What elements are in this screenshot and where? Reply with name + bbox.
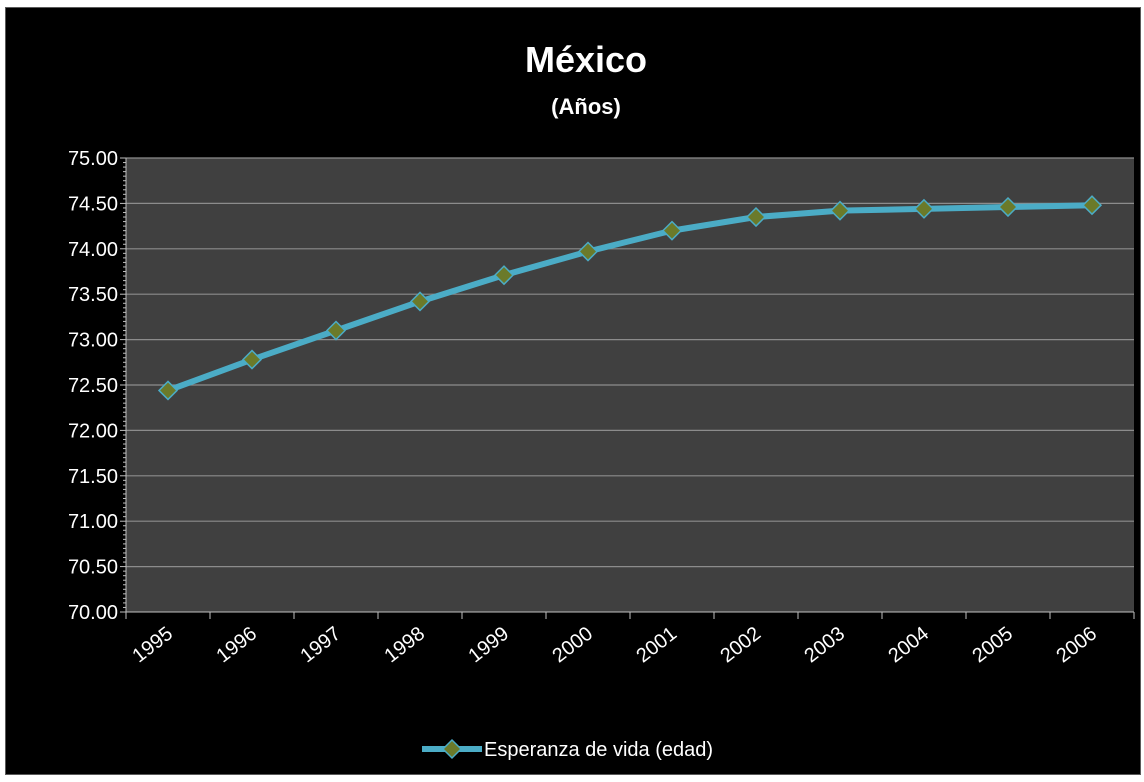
x-tick-label: 1998 bbox=[380, 623, 429, 668]
y-tick-label: 70.00 bbox=[68, 602, 118, 624]
y-tick-label: 72.00 bbox=[68, 420, 118, 442]
x-tick-label: 1996 bbox=[212, 623, 261, 668]
y-tick-label: 74.00 bbox=[68, 239, 118, 261]
data-point-marker bbox=[661, 220, 683, 241]
x-tick-label: 2002 bbox=[716, 623, 765, 668]
line-chart: México (Años) 70.0070.5071.0071.5072.007… bbox=[68, 39, 1135, 761]
x-tick-label: 2000 bbox=[548, 623, 597, 668]
chart-frame: México (Años) 70.00 70.50 71.00 71.50 72.00 7… bbox=[5, 7, 1141, 775]
data-point-marker bbox=[997, 196, 1019, 218]
y-tick-label: 75.00 bbox=[68, 148, 118, 170]
x-tick-label: 1995 bbox=[128, 623, 177, 668]
data-point-marker bbox=[493, 265, 515, 286]
y-tick-label: 70.50 bbox=[68, 557, 118, 579]
y-tick-label: 71.00 bbox=[68, 511, 118, 533]
gridlines bbox=[126, 157, 1134, 568]
legend: Esperanza de vida (edad) bbox=[422, 738, 713, 761]
axes bbox=[120, 157, 1135, 619]
x-tick-label: 2001 bbox=[632, 623, 681, 668]
data-point-marker bbox=[829, 200, 851, 221]
x-tick-label: 1997 bbox=[296, 623, 345, 668]
series-line bbox=[165, 202, 1095, 394]
x-tick-label: 2005 bbox=[968, 623, 1017, 668]
y-tick-label: 73.50 bbox=[68, 284, 118, 306]
data-point-marker bbox=[325, 320, 347, 341]
x-tick-label: 2006 bbox=[1052, 623, 1101, 668]
x-tick-label: 2004 bbox=[884, 623, 933, 668]
y-tick-label: 73.00 bbox=[68, 330, 118, 352]
chart-title: México bbox=[525, 39, 647, 80]
data-point-marker bbox=[409, 291, 431, 312]
data-point-marker bbox=[577, 241, 599, 262]
legend-label: Esperanza de vida (edad) bbox=[484, 739, 713, 761]
y-tick-label: 72.50 bbox=[68, 375, 118, 397]
data-point-marker bbox=[745, 206, 767, 228]
legend-diamond-marker bbox=[441, 738, 463, 760]
x-tick-label: 2003 bbox=[800, 623, 849, 668]
y-tick-labels: 70.00 70.50 71.00 71.50 72.00 72.50 73.00 73.50… bbox=[68, 148, 118, 624]
chart-subtitle: (Años) bbox=[551, 94, 621, 119]
data-point-marker bbox=[157, 380, 179, 401]
series-layer bbox=[157, 195, 1103, 401]
data-point-marker bbox=[913, 198, 935, 219]
y-tick-label: 74.50 bbox=[68, 193, 118, 215]
x-tick-labels: 1995 1996 1997 1998 1999 2000 2001 2002 2003 2004… bbox=[128, 623, 1101, 668]
y-tick-label: 71.50 bbox=[68, 466, 118, 488]
data-point-marker bbox=[241, 349, 263, 370]
data-point-marker bbox=[1081, 195, 1103, 216]
x-tick-label: 1999 bbox=[464, 623, 513, 668]
